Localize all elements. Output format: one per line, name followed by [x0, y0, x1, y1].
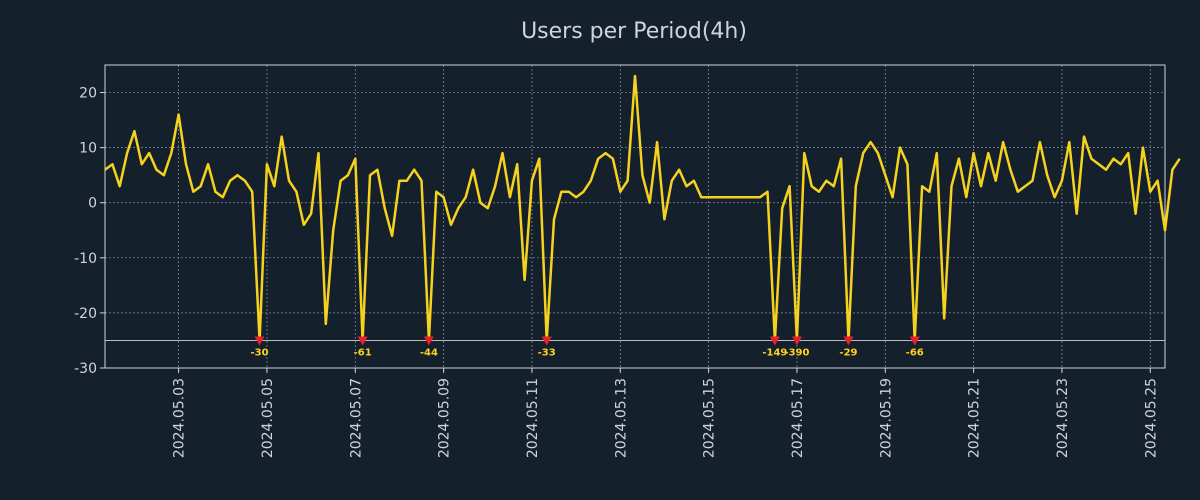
x-tick-label: 2024.05.15	[702, 378, 718, 458]
x-tick-label: 2024.05.11	[525, 378, 541, 458]
clip-marker	[423, 336, 434, 346]
clip-label: -44	[420, 347, 438, 358]
clip-label: -29	[839, 347, 857, 358]
plot-frame	[104, 64, 1166, 369]
clip-label: -66	[906, 347, 924, 358]
clip-marker	[254, 336, 265, 346]
series-users	[104, 74, 1181, 342]
clip-marker	[843, 336, 854, 346]
x-tick-label: 2024.05.07	[348, 378, 364, 458]
y-tick-label: 10	[79, 141, 97, 157]
clip-label: -33	[538, 347, 556, 358]
chart-title: Users per Period(4h)	[521, 19, 747, 44]
y-tick-label: 20	[79, 86, 97, 102]
x-tick-label: 2024.05.21	[967, 378, 983, 458]
x-tick-label: 2024.05.23	[1055, 378, 1071, 458]
x-tick-label: 2024.05.09	[437, 378, 453, 458]
clip-marker	[909, 336, 920, 346]
axes: 20 10 0 -10 -20 -30 2024.05.03 2024.05.05 2024.0…	[74, 64, 1166, 458]
x-tick-label: 2024.05.13	[613, 378, 629, 458]
grid	[105, 65, 1165, 369]
clip-marker	[769, 336, 780, 346]
x-tick-label: 2024.05.03	[172, 378, 188, 458]
clip-marker	[357, 336, 368, 346]
y-tick-label: 0	[88, 196, 97, 212]
x-tick-label: 2024.05.25	[1143, 378, 1159, 458]
clip-label: -390	[784, 347, 809, 358]
x-tick-label: 2024.05.19	[878, 378, 894, 458]
x-tick-label: 2024.05.05	[260, 378, 276, 458]
y-tick-label: -20	[74, 306, 97, 322]
clip-label: -61	[354, 347, 372, 358]
clip-marker	[791, 336, 802, 346]
x-tick-label: 2024.05.17	[790, 378, 806, 458]
y-tick-label: -10	[74, 251, 97, 267]
y-tick-label: -30	[74, 361, 97, 377]
clip-label: -149	[762, 347, 787, 358]
clip-label: -30	[251, 347, 269, 358]
series-line	[104, 74, 1181, 342]
clip-marker	[541, 336, 552, 346]
clip-markers: -30 -61 -44 -33 -149-390 -29 -66	[251, 336, 924, 358]
